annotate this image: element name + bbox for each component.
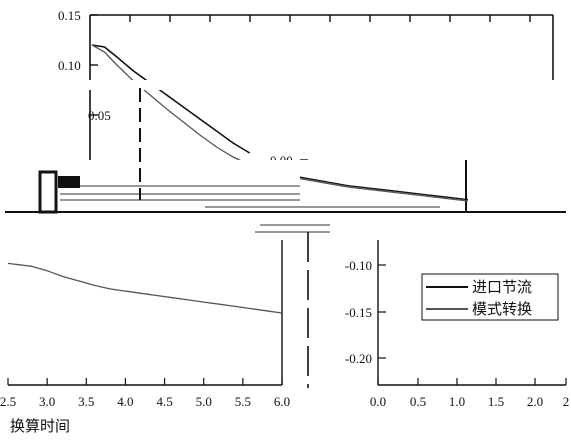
x-tick-label: 0.0 (370, 394, 386, 409)
bottom-right-ticks: 0.0 0.5 1.0 1.5 2.0 2 -0.10 -0.15 -0.20 (345, 258, 569, 409)
y-tick-label: 0.15 (58, 8, 81, 23)
x-tick-label: 3.5 (78, 394, 94, 409)
legend-box (421, 273, 559, 321)
y-tick-label: -0.10 (345, 258, 372, 273)
glitch-block (38, 170, 58, 214)
mid-panel-series (299, 176, 469, 202)
x-tick-label: 4.0 (117, 394, 133, 409)
series-line (299, 176, 469, 201)
series-line (7, 262, 283, 314)
y-tick-label: 0.05 (88, 108, 111, 123)
bottom-left-panel: 2.5 3.0 3.5 4.0 4.5 5.0 5.5 6.0 换算时间 (0, 240, 290, 435)
y-tick-label: 0.10 (58, 58, 81, 73)
legend-label: 进口节流 (472, 279, 532, 296)
series-line (91, 44, 251, 154)
series-line (299, 177, 469, 202)
x-tick-label: 0.5 (410, 394, 426, 409)
top-panel-series (91, 44, 251, 166)
mid-panel (299, 176, 469, 202)
x-axis-title: 换算时间 (10, 417, 70, 435)
x-tick-label: 4.5 (156, 394, 172, 409)
legend-label: 模式转换 (472, 301, 532, 318)
bottom-left-series (7, 262, 283, 314)
x-tick-label: 3.0 (39, 394, 55, 409)
glitch-block (58, 176, 80, 188)
series-line (91, 44, 250, 166)
x-tick-label: 2.5 (0, 394, 16, 409)
y-tick-label: -0.20 (345, 351, 372, 366)
y-tick-label: -0.15 (345, 305, 372, 320)
bottom-left-x-ticks: 2.5 3.0 3.5 4.0 4.5 5.0 5.5 6.0 (0, 378, 290, 409)
x-tick-label: 1.0 (449, 394, 465, 409)
x-tick-label: 2 (563, 394, 570, 409)
x-tick-label: 5.0 (196, 394, 212, 409)
x-tick-label: 6.0 (274, 394, 290, 409)
x-tick-label: 1.5 (488, 394, 504, 409)
x-tick-label: 5.5 (235, 394, 251, 409)
x-tick-label: 2.0 (527, 394, 543, 409)
glitch-band (0, 80, 571, 388)
top-panel-top-ticks (129, 15, 531, 22)
